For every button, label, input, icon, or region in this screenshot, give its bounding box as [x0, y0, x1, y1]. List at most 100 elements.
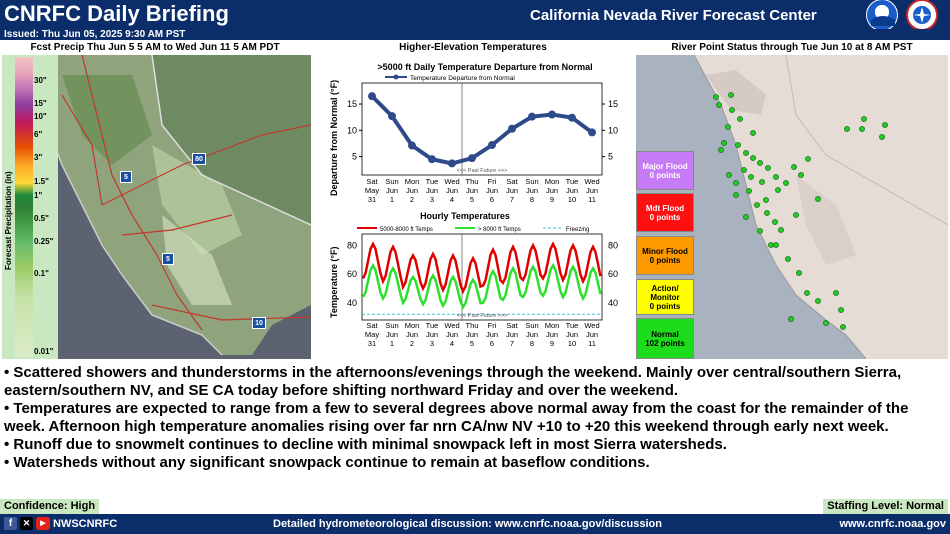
- river-point-marker: [833, 290, 839, 296]
- x-tick-label: Jun: [386, 330, 398, 339]
- river-point-marker: [737, 116, 743, 122]
- precip-color-scale: [15, 57, 33, 357]
- precip-legend-label: 1.5": [34, 177, 49, 186]
- status-box[interactable]: Mdt Flood 0 points: [636, 193, 694, 232]
- x-tick-label: Jun: [446, 330, 458, 339]
- x-tick-label: Wed: [444, 321, 459, 330]
- precip-legend-label: 0.25": [34, 237, 54, 246]
- river-point-marker: [754, 202, 760, 208]
- data-point: [408, 141, 416, 150]
- x-tick-label: Wed: [584, 321, 599, 330]
- river-point-marker: [798, 172, 804, 178]
- x-tick-label: Thu: [466, 321, 479, 330]
- i10-shield: 10: [252, 317, 266, 329]
- x-tick-label: Mon: [545, 321, 560, 330]
- river-point-marker: [815, 196, 821, 202]
- status-box[interactable]: Action/ Monitor 0 points: [636, 279, 694, 315]
- x-tick-label: Mon: [405, 321, 420, 330]
- noaa-logo[interactable]: [866, 0, 898, 31]
- river-point-marker: [750, 155, 756, 161]
- hourly-legend-a: 5000-8000 ft Temps: [380, 227, 433, 233]
- status-box[interactable]: Normal 102 points: [636, 318, 694, 359]
- hourly-series-line: [361, 241, 602, 295]
- river-point-marker: [721, 140, 727, 146]
- status-count: 0 points: [649, 170, 681, 180]
- river-point-marker: [840, 324, 846, 330]
- x-tick-label: 10: [568, 195, 576, 204]
- x-tick-label: Tue: [566, 321, 579, 330]
- i5-shield-north: 5: [120, 171, 132, 183]
- data-point: [548, 110, 556, 119]
- status-count: 0 points: [649, 212, 681, 222]
- x-tick-label: Sun: [525, 321, 538, 330]
- river-point-marker: [741, 167, 747, 173]
- hourly-plot-frame: [361, 233, 603, 321]
- precip-legend-label: 1": [34, 191, 43, 200]
- x-icon[interactable]: ✕: [20, 517, 33, 530]
- data-point: [488, 141, 496, 150]
- data-point: [388, 112, 396, 121]
- x-tick-label: May: [365, 186, 379, 195]
- x-tick-label: 4: [450, 195, 454, 204]
- status-box[interactable]: Major Flood 0 points: [636, 151, 694, 190]
- x-tick-label: Tue: [566, 177, 579, 186]
- bullet-1: • Scattered showers and thunderstorms in…: [4, 364, 902, 399]
- data-point: [528, 112, 536, 121]
- status-label: Mdt Flood: [645, 203, 685, 213]
- status-box[interactable]: Minor Flood 0 points: [636, 236, 694, 275]
- x-tick-label: Thu: [466, 177, 479, 186]
- river-point-marker: [757, 160, 763, 166]
- river-point-marker: [725, 124, 731, 130]
- river-point-marker: [735, 142, 741, 148]
- river-point-marker: [743, 214, 749, 220]
- river-point-marker: [861, 116, 867, 122]
- nws-logo[interactable]: [906, 0, 938, 31]
- precip-legend-label: 10": [34, 112, 47, 121]
- x-tick-label: Jun: [406, 330, 418, 339]
- data-point: [588, 128, 596, 137]
- data-point: [568, 113, 576, 122]
- y-tick-label: 40: [347, 298, 357, 308]
- river-point-marker: [775, 187, 781, 193]
- river-point-marker: [746, 188, 752, 194]
- x-tick-label: Jun: [386, 186, 398, 195]
- status-count: 0 points: [649, 301, 681, 311]
- river-point-marker: [773, 174, 779, 180]
- y-tick-label: 60: [608, 269, 618, 279]
- y-tick-label: 60: [347, 269, 357, 279]
- facebook-icon[interactable]: f: [4, 517, 17, 530]
- bullet-3: • Runoff due to snowmelt continues to de…: [4, 436, 727, 453]
- x-tick-label: Wed: [444, 177, 459, 186]
- x-tick-label: 2: [410, 195, 414, 204]
- x-tick-label: 6: [490, 339, 494, 348]
- x-tick-label: Mon: [545, 177, 560, 186]
- youtube-icon[interactable]: ▶: [36, 517, 50, 530]
- x-tick-label: 3: [430, 195, 434, 204]
- precip-legend-label: 0.1": [34, 269, 49, 278]
- bullet-2: • Temperatures are expected to range fro…: [4, 400, 909, 435]
- data-point: [468, 154, 476, 163]
- x-tick-label: Jun: [526, 330, 538, 339]
- x-tick-label: Sat: [506, 177, 518, 186]
- x-tick-label: Fri: [488, 321, 497, 330]
- x-tick-label: 6: [490, 195, 494, 204]
- river-panel-title: River Point Status through Tue Jun 10 at…: [671, 42, 913, 53]
- social-handle[interactable]: NWSCNRFC: [53, 518, 118, 530]
- river-point-marker: [859, 126, 865, 132]
- discussion-link[interactable]: Detailed hydrometeorological discussion:…: [273, 518, 662, 530]
- x-tick-label: 8: [530, 339, 534, 348]
- x-tick-label: Jun: [406, 186, 418, 195]
- river-point-marker: [791, 164, 797, 170]
- x-tick-label: Sun: [385, 177, 398, 186]
- website-link[interactable]: www.cnrfc.noaa.gov: [839, 518, 946, 530]
- river-point-marker: [765, 165, 771, 171]
- x-tick-label: 2: [410, 339, 414, 348]
- river-point-marker: [728, 92, 734, 98]
- daily-legend-marker: [393, 74, 399, 80]
- page-title: CNRFC Daily Briefing: [4, 1, 229, 26]
- x-tick-label: 31: [368, 195, 376, 204]
- river-point-marker: [764, 210, 770, 216]
- x-tick-label: Jun: [506, 186, 518, 195]
- river-point-marker: [783, 180, 789, 186]
- river-point-marker: [733, 192, 739, 198]
